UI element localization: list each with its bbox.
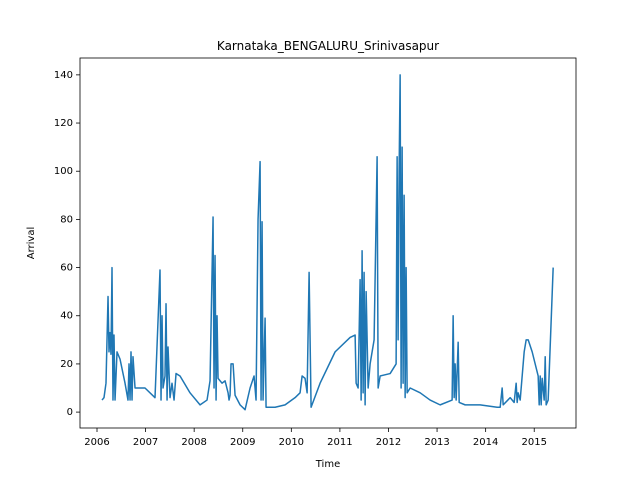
y-tick-label: 0 xyxy=(67,407,73,418)
y-tick-label: 100 xyxy=(54,166,73,177)
y-axis-label: Arrival xyxy=(26,227,37,260)
x-tick-label: 2008 xyxy=(181,437,206,448)
y-tick-label: 120 xyxy=(54,118,73,129)
y-tick-label: 80 xyxy=(60,214,73,225)
y-tick-label: 40 xyxy=(60,311,73,322)
x-tick-label: 2006 xyxy=(84,437,109,448)
x-tick-label: 2013 xyxy=(424,437,449,448)
x-axis-label: Time xyxy=(315,459,340,470)
y-tick-label: 140 xyxy=(54,70,73,81)
x-tick-label: 2007 xyxy=(133,437,158,448)
data-line xyxy=(101,74,554,411)
x-tick-label: 2015 xyxy=(521,437,546,448)
x-tick-label: 2010 xyxy=(279,437,304,448)
chart-title: Karnataka_BENGALURU_Srinivasapur xyxy=(217,39,439,53)
x-tick-label: 2012 xyxy=(376,437,401,448)
axes-frame xyxy=(79,57,577,429)
x-tick-label: 2009 xyxy=(230,437,255,448)
x-tick-label: 2014 xyxy=(473,437,498,448)
y-tick-label: 60 xyxy=(60,263,73,274)
x-tick-label: 2011 xyxy=(327,437,352,448)
y-tick-label: 20 xyxy=(60,359,73,370)
